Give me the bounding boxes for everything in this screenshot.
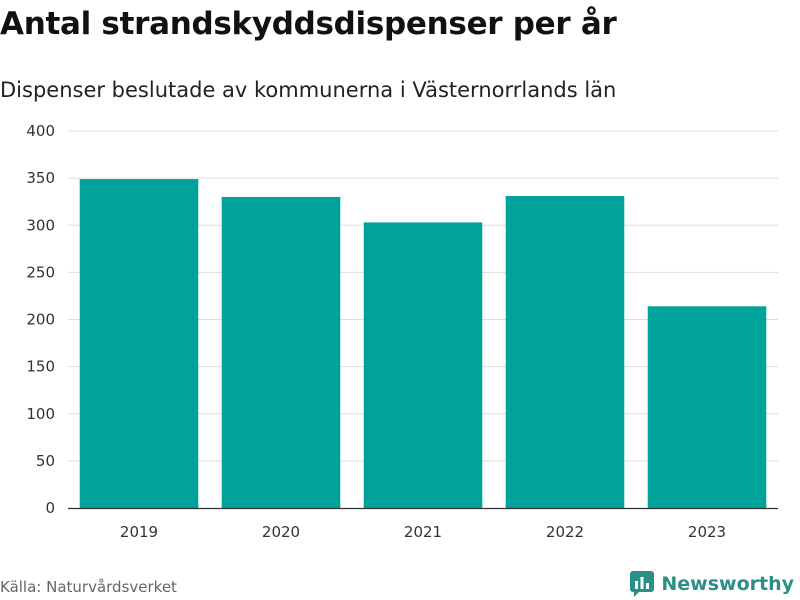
bar-2023 bbox=[647, 306, 767, 508]
y-tick-label: 200 bbox=[26, 311, 55, 329]
y-tick-label: 150 bbox=[26, 358, 55, 376]
x-tick-label: 2020 bbox=[262, 523, 300, 541]
bar-2019 bbox=[79, 179, 199, 508]
bar-2021 bbox=[363, 222, 483, 509]
source-note: Källa: Naturvårdsverket bbox=[0, 578, 177, 596]
chart-subtitle: Dispenser beslutade av kommunerna i Väst… bbox=[0, 78, 617, 102]
y-tick-label: 400 bbox=[26, 122, 55, 140]
chart-title: Antal strandskyddsdispenser per år bbox=[0, 6, 617, 42]
x-tick-label: 2022 bbox=[546, 523, 584, 541]
y-tick-label: 350 bbox=[26, 169, 55, 187]
brand-name: Newsworthy bbox=[661, 573, 794, 595]
brand-logo: Newsworthy bbox=[629, 570, 794, 598]
x-tick-label: 2023 bbox=[688, 523, 726, 541]
y-tick-label: 300 bbox=[26, 216, 55, 234]
bar-2022 bbox=[505, 196, 625, 508]
y-tick-label: 50 bbox=[36, 452, 55, 470]
y-tick-label: 100 bbox=[26, 405, 55, 423]
x-tick-label: 2019 bbox=[120, 523, 158, 541]
y-tick-label: 250 bbox=[26, 263, 55, 281]
newsworthy-logo-icon bbox=[630, 571, 655, 597]
x-tick-label: 2021 bbox=[404, 523, 442, 541]
bar-2020 bbox=[221, 196, 341, 508]
y-tick-label: 0 bbox=[45, 499, 55, 517]
